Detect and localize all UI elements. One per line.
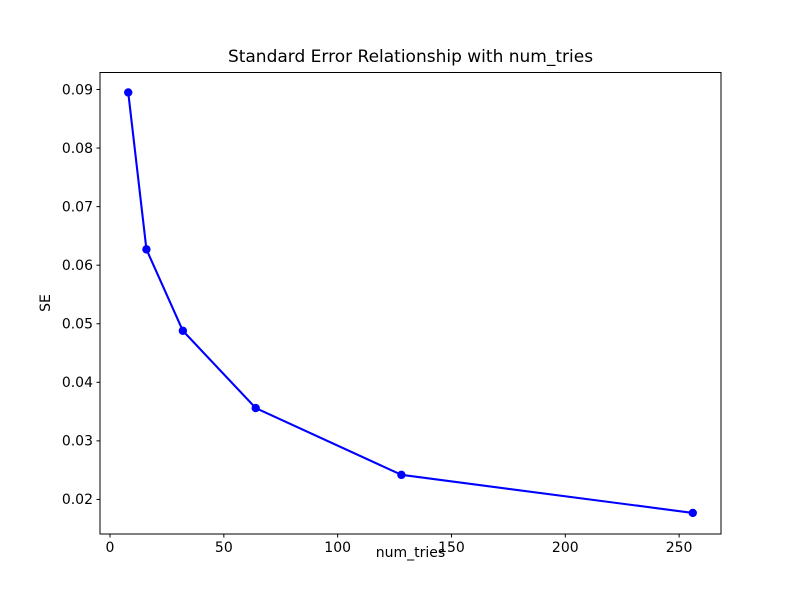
x-axis-ticks: 0 50 100 150 200 250 (106, 534, 693, 556)
x-tick-label: 150 (438, 540, 465, 556)
plot-area (99, 72, 722, 535)
chart-title: Standard Error Relationship with num_tri… (228, 47, 593, 67)
x-axis-label: num_tries (376, 545, 445, 561)
data-point (178, 326, 188, 335)
x-tick-label: 100 (324, 540, 351, 556)
y-tick-label: 0.05 (62, 317, 93, 333)
x-tick-label: 50 (215, 540, 233, 556)
x-tick-label: 250 (666, 540, 693, 556)
y-tick-label: 0.09 (62, 82, 93, 98)
y-tick-label: 0.04 (62, 375, 93, 391)
data-point (397, 470, 406, 480)
data-point (251, 403, 260, 413)
data-point (124, 88, 133, 97)
y-axis-label: SE (38, 294, 54, 312)
y-tick-label: 0.07 (62, 199, 93, 215)
y-tick-label: 0.06 (62, 258, 93, 274)
y-tick-label: 0.08 (62, 141, 93, 157)
data-series (124, 88, 697, 518)
y-axis-ticks: 0.02 0.03 0.04 0.05 0.06 0.07 0.08 0.09 (62, 82, 100, 508)
y-tick-label: 0.02 (62, 492, 93, 508)
x-tick-label: 200 (552, 540, 579, 556)
data-point (688, 508, 697, 518)
data-line (127, 92, 693, 514)
data-point (142, 245, 151, 254)
x-tick-label: 0 (106, 540, 115, 556)
y-tick-label: 0.03 (62, 434, 93, 450)
